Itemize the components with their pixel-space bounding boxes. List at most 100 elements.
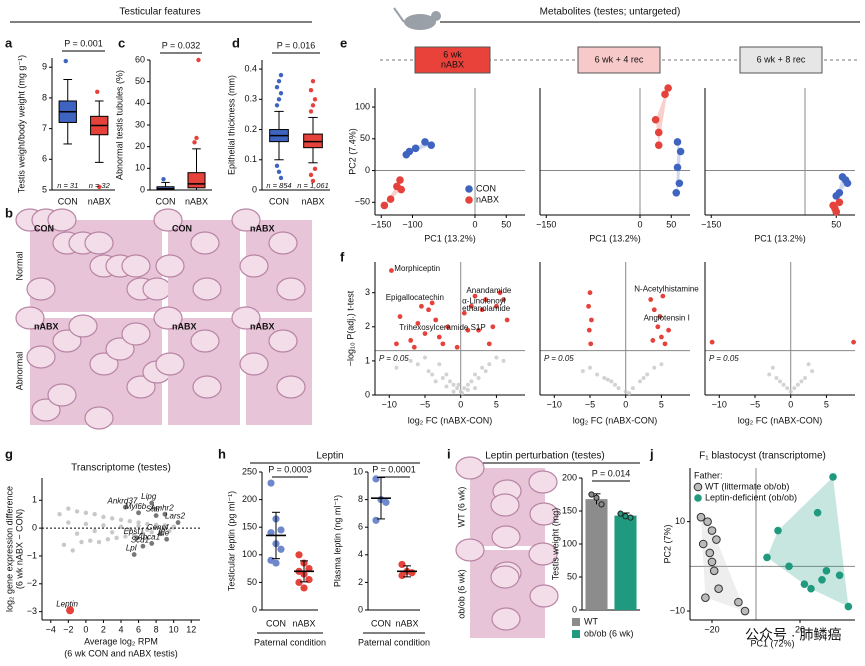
point: [605, 377, 610, 382]
legend-swatch: [465, 196, 473, 204]
point: [638, 379, 642, 384]
point: [813, 508, 822, 517]
point: [835, 188, 844, 197]
y-tick-label: 150: [562, 505, 577, 515]
gene-point: [92, 528, 97, 534]
x-axis-label: log₂ FC (nABX-CON): [738, 415, 823, 425]
gene-point: [88, 538, 93, 543]
point: [598, 501, 605, 508]
point: [476, 375, 481, 380]
y-tick-label: 10: [353, 466, 363, 476]
x-axis-label: log₂ FC (nABX-CON): [408, 415, 493, 425]
y-tick-label: 60: [135, 54, 145, 64]
point: [654, 141, 663, 149]
point: [666, 327, 671, 333]
y-tick-label: 0: [358, 604, 363, 614]
x-tick-label: 0: [458, 399, 463, 409]
gene-highlight: [149, 500, 155, 506]
y-tick-label: 9: [42, 62, 47, 72]
gene-label: Cenpf: [147, 523, 169, 532]
y-axis-label: Epithelial thickness (mm): [226, 75, 236, 175]
y-tick-label: 50: [247, 577, 257, 587]
outlier: [276, 97, 282, 102]
outlier: [274, 103, 280, 108]
y-axis-label: PC2 (7.4%): [347, 128, 357, 175]
point: [661, 90, 669, 99]
annotation: Anandamide: [466, 286, 511, 295]
y-tick-label: 2: [365, 321, 370, 331]
gene-point: [136, 520, 141, 525]
tubule: [84, 406, 114, 430]
point: [792, 386, 797, 391]
tubule: [121, 254, 151, 278]
category-label: nABX: [301, 196, 324, 206]
gene-highlight: [66, 606, 75, 615]
point: [781, 382, 786, 387]
point: [712, 535, 721, 544]
point: [709, 339, 715, 345]
y-tick-label: 1: [365, 355, 370, 365]
tubule: [528, 542, 558, 566]
point: [462, 386, 467, 391]
outlier: [310, 178, 316, 184]
legend-swatch: [693, 482, 703, 492]
point: [664, 84, 672, 92]
point: [267, 479, 275, 487]
outlier: [274, 163, 280, 169]
point: [588, 341, 594, 347]
x-tick-label: 50: [501, 219, 511, 229]
point: [800, 580, 809, 589]
tubule: [126, 375, 156, 399]
outlier: [308, 172, 314, 178]
gene-point: [57, 511, 62, 517]
point: [386, 195, 395, 203]
gene-point: [127, 518, 132, 524]
tubule: [490, 493, 520, 517]
x-tick-label: 50: [666, 219, 676, 229]
legend-swatch: [572, 630, 580, 638]
tubule: [52, 329, 82, 353]
tubule: [491, 607, 521, 631]
point: [277, 545, 285, 553]
x-tick-label: 10: [169, 624, 179, 634]
point: [734, 597, 743, 607]
category-label: nABX: [292, 618, 315, 628]
section-header: Testicular features: [119, 7, 200, 18]
gene-label: Leptin: [56, 599, 78, 608]
point: [421, 138, 429, 146]
category-label: CON: [371, 618, 391, 628]
gene-highlight: [153, 513, 159, 518]
image-label: nABX: [172, 321, 197, 331]
x-tick-label: −2: [63, 624, 73, 634]
point: [707, 557, 717, 567]
gene-point: [118, 517, 124, 522]
point: [382, 498, 390, 506]
point: [630, 386, 635, 391]
y-tick-label: 50: [567, 571, 577, 581]
gene-point: [74, 509, 80, 514]
x-axis-label: PC1 (13.2%): [424, 233, 476, 243]
x-tick-label: 0: [83, 624, 88, 634]
point: [648, 297, 654, 302]
point: [806, 362, 811, 367]
x-tick-label: 0: [623, 399, 628, 409]
gene-point: [114, 535, 119, 541]
point: [422, 331, 428, 337]
image-label: CON: [172, 223, 192, 233]
watermark: 公众号 · 肺鳞癌: [745, 627, 841, 643]
y-tick-label: −10: [670, 605, 685, 615]
p-value: P = 0.0003: [268, 464, 312, 474]
image-label: nABX: [250, 223, 275, 233]
tubule: [68, 314, 98, 338]
gene-highlight: [134, 535, 140, 541]
panel-letter: f: [340, 249, 345, 264]
threshold-label: P = 0.05: [709, 354, 739, 363]
y-tick-label: 0: [32, 522, 37, 532]
tubule: [239, 254, 269, 278]
panel-letter: h: [218, 446, 226, 461]
gene-label: Lars2: [165, 512, 186, 521]
x-axis-label: PC1 (13.2%): [754, 233, 806, 243]
y-axis-label: PC2 (7%): [662, 524, 672, 563]
row-label: Normal: [14, 251, 24, 280]
x-tick-label: −10: [382, 399, 397, 409]
